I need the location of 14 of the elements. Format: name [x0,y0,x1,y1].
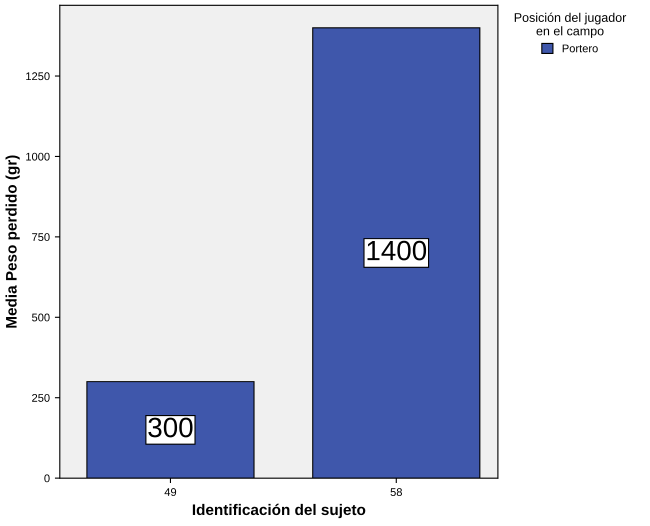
legend-title: Posición del jugador en el campo [514,12,626,38]
y-tick-label: 750 [32,233,50,242]
y-tick-label: 0 [44,474,50,482]
y-tick-label: 500 [32,314,50,322]
data-label: 300 [148,418,193,438]
y-tick-label: 250 [32,394,50,402]
legend-label: Portero [562,44,598,52]
y-tick-label: 1000 [26,152,50,161]
x-axis-title: Identificación del sujeto [192,504,366,518]
y-tick-label: 1250 [26,72,50,80]
y-axis-title: Media Peso perdido (gr) [6,155,20,328]
x-tick-label: 49 [164,488,176,496]
data-label: 1400 [368,240,426,260]
x-tick-label: 58 [390,488,402,496]
